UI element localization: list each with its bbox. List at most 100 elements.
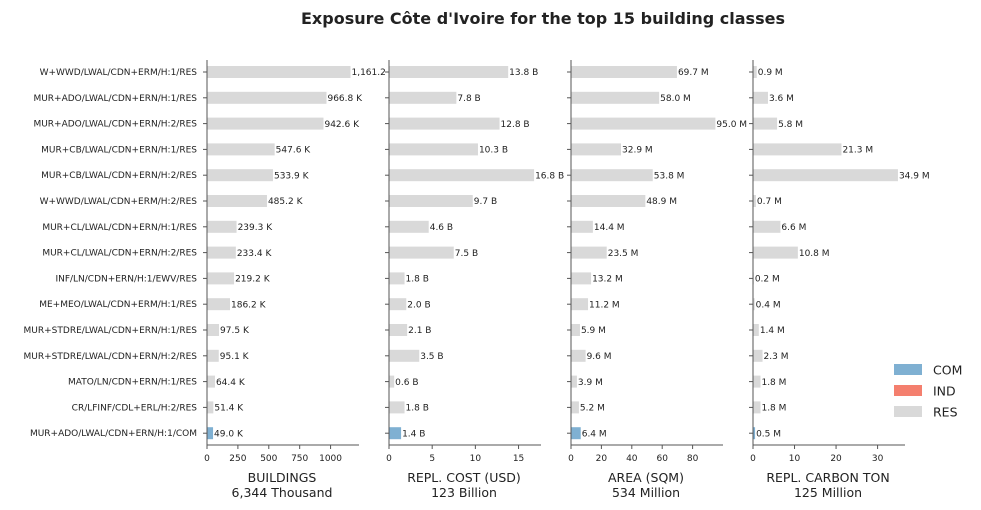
legend-swatch-ind <box>894 385 922 396</box>
bar <box>207 272 235 285</box>
bar <box>207 195 267 207</box>
panel-total: 123 Billion <box>431 485 497 500</box>
x-tick-label: 500 <box>260 454 277 464</box>
bar <box>571 246 607 259</box>
bar <box>207 298 231 311</box>
bar <box>571 427 581 440</box>
x-tick-label: 10 <box>789 454 801 464</box>
bar <box>571 298 589 311</box>
x-tick-label: 20 <box>596 454 608 464</box>
legend: COM IND RES <box>894 363 962 420</box>
category-label: MUR+ADO/LWAL/CDN+ERN/H:1/RES <box>33 94 197 104</box>
value-label: 12.8 B <box>501 120 530 130</box>
value-label: 95.1 K <box>220 352 250 362</box>
legend-label-ind: IND <box>933 384 956 399</box>
value-label: 1.8 B <box>406 275 429 285</box>
value-label: 97.5 K <box>220 326 250 336</box>
bar <box>389 375 395 388</box>
x-axis-title: REPL. COST (USD) <box>407 470 521 485</box>
bar <box>753 195 756 207</box>
value-label: 64.4 K <box>216 378 246 388</box>
bar <box>389 117 500 130</box>
chart-title: Exposure Côte d'Ivoire for the top 15 bu… <box>301 9 785 28</box>
legend-swatch-res <box>894 406 922 417</box>
x-tick-label: 60 <box>656 454 668 464</box>
bar <box>207 246 236 259</box>
bar <box>207 117 324 130</box>
x-axis-title: BUILDINGS <box>248 470 317 485</box>
panel-2: 13.8 B 7.8 B 12.8 B 10.3 B 16.8 B 9.7 B 4.6 B 7… <box>385 60 564 500</box>
bar <box>753 298 755 311</box>
value-label: 58.0 M <box>660 94 691 104</box>
value-label: 9.7 B <box>474 197 497 207</box>
panel-total: 534 Million <box>612 485 680 500</box>
category-label: MUR+ADO/LWAL/CDN+ERN/H:2/RES <box>33 120 197 130</box>
bar <box>389 349 420 362</box>
x-tick-label: 0 <box>568 454 574 464</box>
bar <box>753 66 757 78</box>
value-label: 5.2 M <box>580 404 605 414</box>
category-label: MUR+STDRE/LWAL/CDN+ERN/H:2/RES <box>24 352 198 362</box>
legend-swatch-com <box>894 364 922 375</box>
value-label: 547.6 K <box>276 146 312 156</box>
value-label: 49.0 K <box>214 429 244 439</box>
bar <box>571 195 646 207</box>
x-tick-label: 0 <box>386 454 392 464</box>
value-label: 34.9 M <box>899 171 930 181</box>
bar <box>571 272 592 285</box>
value-label: 10.8 M <box>799 249 830 259</box>
bar <box>389 272 405 285</box>
bar <box>207 324 220 336</box>
bar <box>389 195 473 207</box>
panel-4: 0.9 M 3.6 M 5.8 M 21.3 M 34.9 M 0.7 M 6.6 M 10.… <box>749 60 930 500</box>
value-label: 3.6 M <box>769 94 794 104</box>
bar <box>571 375 577 388</box>
value-label: 51.4 K <box>214 404 244 414</box>
value-label: 11.2 M <box>589 300 620 310</box>
bar <box>571 169 653 182</box>
bar <box>389 324 408 336</box>
value-label: 1.8 M <box>761 378 786 388</box>
bar <box>207 143 275 156</box>
value-label: 4.6 B <box>430 223 453 233</box>
legend-label-res: RES <box>933 405 958 420</box>
panel-total: 125 Million <box>794 485 862 500</box>
value-label: 2.0 B <box>407 300 430 310</box>
value-label: 9.6 M <box>587 352 612 362</box>
value-label: 7.5 B <box>455 249 478 259</box>
bar <box>207 91 327 104</box>
value-label: 0.5 M <box>756 429 781 439</box>
bar <box>389 91 457 104</box>
bar <box>753 169 898 182</box>
value-label: 0.7 M <box>757 197 782 207</box>
x-tick-label: 750 <box>291 454 308 464</box>
bar <box>571 117 716 130</box>
panel-3: 69.7 M 58.0 M 95.0 M 32.9 M 53.8 M 48.9 M 14.4… <box>567 60 747 500</box>
category-label: W+WWD/LWAL/CDN+ERM/H:2/RES <box>40 197 198 207</box>
value-label: 966.8 K <box>327 94 363 104</box>
x-tick-label: 80 <box>687 454 699 464</box>
value-label: 1.8 M <box>761 404 786 414</box>
bar <box>207 375 215 388</box>
bar <box>571 91 660 104</box>
x-tick-label: 1000 <box>319 454 342 464</box>
value-label: 186.2 K <box>231 300 267 310</box>
value-label: 32.9 M <box>622 146 653 156</box>
value-label: 95.0 M <box>716 120 747 130</box>
bar <box>753 401 761 414</box>
bar <box>571 143 622 156</box>
bar <box>753 427 756 440</box>
value-label: 21.3 M <box>842 146 873 156</box>
bar <box>753 324 759 336</box>
value-label: 3.5 B <box>420 352 443 362</box>
value-label: 0.2 M <box>755 275 780 285</box>
x-tick-label: 30 <box>872 454 884 464</box>
value-label: 6.6 M <box>781 223 806 233</box>
bar <box>207 349 219 362</box>
bar <box>571 66 677 78</box>
category-label: MUR+ADO/LWAL/CDN+ERN/H:1/COM <box>30 429 197 439</box>
bar <box>389 427 402 440</box>
value-label: 10.3 B <box>479 146 508 156</box>
value-label: 533.9 K <box>274 171 310 181</box>
